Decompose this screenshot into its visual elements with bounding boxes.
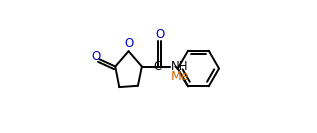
Text: C: C: [154, 60, 162, 73]
Text: O: O: [92, 50, 101, 63]
Text: O: O: [124, 37, 133, 50]
Text: O: O: [155, 28, 165, 41]
Text: Me: Me: [171, 70, 189, 83]
Text: NH: NH: [171, 60, 188, 73]
